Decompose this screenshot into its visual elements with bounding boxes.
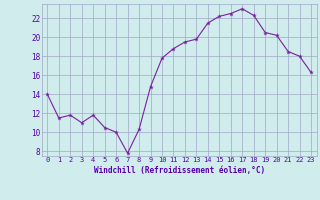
- X-axis label: Windchill (Refroidissement éolien,°C): Windchill (Refroidissement éolien,°C): [94, 166, 265, 175]
